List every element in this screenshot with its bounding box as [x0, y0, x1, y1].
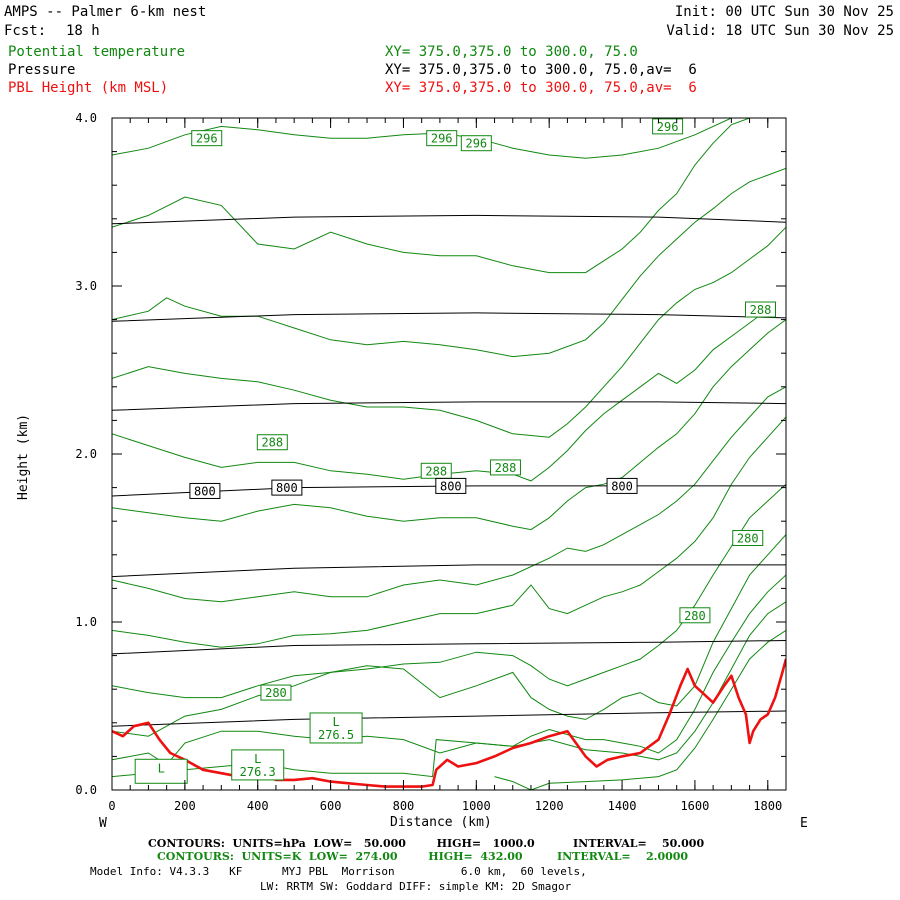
contour-label-2: 296	[460, 135, 492, 152]
y-tick-label-1: 1.0	[75, 615, 97, 629]
theta-contour-12	[494, 629, 786, 790]
x-tick-label-5: 1000	[462, 799, 491, 813]
x-axis-label: Distance (km)	[390, 815, 492, 830]
y-tick-label-0: 0.0	[75, 783, 97, 797]
contour-label-1: 296	[426, 130, 458, 147]
theta-contour-2	[112, 167, 786, 358]
svg-text:276.3: 276.3	[240, 765, 276, 779]
y-tick-label-3: 3.0	[75, 279, 97, 293]
svg-text:L: L	[332, 715, 339, 729]
contours-theta-info: CONTOURS: UNITS=K LOW= 274.00 HIGH= 432.…	[157, 850, 689, 863]
pressure-isobar-5	[112, 312, 786, 322]
theta-contour-1	[112, 118, 786, 274]
pressure-isobar-4	[112, 401, 786, 411]
y-tick-label-2: 2.0	[75, 447, 97, 461]
svg-text:280: 280	[684, 609, 706, 623]
theta-contour-4	[112, 309, 769, 482]
theta-contour-3	[112, 226, 786, 438]
svg-text:288: 288	[495, 461, 517, 475]
theta-contour-5	[112, 319, 786, 531]
contour-label-12: 800	[271, 479, 303, 496]
field-pressure-name: Pressure	[8, 62, 76, 78]
contour-label-6: 288	[420, 462, 452, 479]
svg-text:L: L	[254, 752, 261, 766]
pressure-isobar-2	[112, 564, 786, 578]
x-tick-label-0: 0	[108, 799, 115, 813]
contour-label-0: 296	[191, 130, 223, 147]
contour-label-5: 288	[256, 434, 288, 451]
svg-text:296: 296	[196, 132, 218, 146]
contour-label-4: 288	[744, 301, 776, 318]
contour-label-11: 800	[189, 482, 221, 499]
x-tick-label-7: 1400	[608, 799, 637, 813]
theta-contour-7	[112, 416, 786, 648]
valid-time: Valid: 18 UTC Sun 30 Nov 25	[666, 23, 894, 39]
contour-label-14: 800	[606, 477, 638, 494]
pressure-isobar-6	[112, 214, 786, 225]
x-tick-label-6: 1200	[535, 799, 564, 813]
west-label: W	[99, 816, 107, 831]
contour-label-7: 288	[489, 459, 521, 476]
y-tick-label-4: 4.0	[75, 111, 97, 125]
east-label: E	[800, 816, 808, 831]
contour-label-9: 280	[679, 607, 711, 624]
model-title: AMPS -- Palmer 6-km nest	[4, 4, 207, 20]
svg-text:800: 800	[276, 481, 298, 495]
x-tick-label-1: 200	[174, 799, 196, 813]
svg-text:296: 296	[657, 120, 679, 134]
contour-label-8: 280	[732, 530, 764, 546]
field-pbl-xy: XY= 375.0,375.0 to 300.0, 75.0,av= 6	[385, 80, 697, 96]
model-info-physics: LW: RRTM SW: Goddard DIFF: simple KM: 2D…	[260, 880, 572, 893]
x-tick-label-4: 800	[393, 799, 415, 813]
x-tick-label-9: 1800	[753, 799, 782, 813]
svg-text:288: 288	[425, 464, 447, 478]
theta-contour-10	[112, 574, 786, 766]
theta-contour-8	[112, 483, 786, 699]
x-tick-label-3: 600	[320, 799, 342, 813]
svg-text:288: 288	[261, 436, 283, 450]
svg-text:276.5: 276.5	[318, 728, 354, 742]
plot-frame	[111, 117, 787, 791]
svg-text:L: L	[158, 761, 165, 775]
theta-contour-6	[112, 386, 786, 603]
contour-label-10: 280	[260, 684, 292, 701]
field-pressure-xy: XY= 375.0,375.0 to 300.0, 75.0,av= 6	[385, 62, 697, 78]
x-tick-label-2: 400	[247, 799, 269, 813]
model-info: Model Info: V4.3.3 KF MYJ PBL Morrison 6…	[90, 865, 587, 878]
fcst-value: 18 h	[66, 23, 100, 39]
field-pbl-name: PBL Height (km MSL)	[8, 80, 169, 96]
svg-text:800: 800	[611, 479, 633, 493]
x-tick-label-8: 1600	[680, 799, 709, 813]
pressure-isobar-1	[112, 640, 786, 655]
field-theta-xy: XY= 375.0,375.0 to 300.0, 75.0	[385, 44, 638, 60]
low-marker-0: L	[134, 758, 188, 784]
contours-pressure-info: CONTOURS: UNITS=hPa LOW= 50.000 HIGH= 10…	[148, 837, 705, 850]
svg-text:800: 800	[194, 484, 216, 498]
contour-label-3: 296	[652, 118, 684, 135]
y-axis-label: Height (km)	[16, 413, 31, 500]
field-theta-name: Potential temperature	[8, 44, 186, 60]
svg-text:296: 296	[431, 132, 453, 146]
fcst-label: Fcst:	[4, 23, 47, 39]
pressure-isobar-3	[112, 485, 786, 497]
svg-text:280: 280	[737, 532, 759, 546]
init-time: Init: 00 UTC Sun 30 Nov 25	[674, 4, 894, 20]
svg-text:288: 288	[750, 303, 772, 317]
pressure-isobar-0	[112, 710, 786, 727]
svg-text:800: 800	[440, 479, 462, 493]
contour-label-13: 800	[435, 477, 467, 494]
svg-text:296: 296	[465, 137, 487, 151]
svg-text:280: 280	[265, 686, 287, 700]
